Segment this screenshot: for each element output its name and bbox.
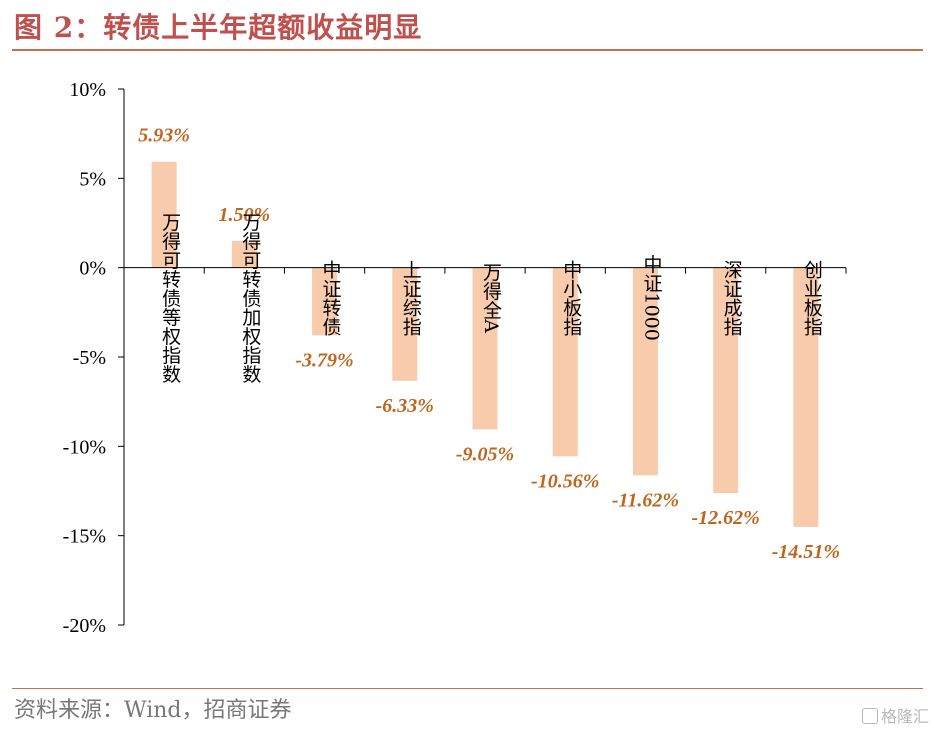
- watermark-text: 格隆汇: [880, 707, 929, 726]
- bar-6: [552, 267, 578, 457]
- data-label-7: -11.62%: [612, 489, 679, 511]
- category-label-5: 万得全A: [480, 262, 502, 333]
- bar-chart: 10% 5% 0% -5% -10% -15% -20% 5.93% 1.50% -3.79% -6…: [63, 79, 847, 637]
- category-label-7: 中证1000: [640, 254, 662, 341]
- bar-5: [472, 267, 498, 430]
- category-label-6: 中小板指: [560, 259, 582, 335]
- y-tick-label: -10%: [63, 436, 106, 458]
- bar-9: [793, 267, 819, 527]
- y-tick-label: 5%: [79, 168, 106, 190]
- footer-rule: [12, 688, 923, 689]
- category-label-3: 中证转债: [320, 259, 342, 335]
- figure-title: 图 2：转债上半年超额收益明显: [14, 11, 423, 44]
- data-label-3: -3.79%: [295, 349, 353, 371]
- data-label-6: -10.56%: [531, 470, 599, 492]
- category-label-9: 创业板指: [801, 259, 823, 335]
- category-label-4: 上证综指: [400, 259, 422, 335]
- bar-7: [632, 267, 658, 476]
- category-label-1: 万得可转债等权指数: [159, 212, 181, 383]
- data-label-4: -6.33%: [376, 395, 434, 417]
- data-label-2: 1.50%: [218, 204, 270, 226]
- y-tick-label: -20%: [63, 615, 106, 637]
- bar-2: [231, 240, 257, 268]
- source-note: 资料来源：Wind，招商证券: [14, 698, 292, 723]
- data-label-5: -9.05%: [456, 443, 514, 465]
- category-label-8: 深证成指: [721, 259, 743, 335]
- data-label-1: 5.93%: [138, 125, 190, 147]
- title-rule: [12, 49, 923, 51]
- watermark-logo-icon: [861, 708, 878, 724]
- y-tick-label: -15%: [63, 526, 106, 548]
- bar-8: [713, 267, 739, 494]
- bar-1: [151, 161, 177, 268]
- bar-4: [392, 267, 418, 381]
- data-label-8: -12.62%: [692, 507, 760, 529]
- data-label-9: -14.51%: [772, 541, 840, 563]
- y-tick-label: 10%: [69, 79, 106, 101]
- watermark: 格隆汇: [861, 703, 929, 727]
- y-tick-label: 0%: [79, 258, 106, 280]
- category-label-2: 万得可转债加权指数: [239, 212, 261, 383]
- bar-3: [312, 267, 338, 336]
- y-tick-label: -5%: [73, 347, 106, 369]
